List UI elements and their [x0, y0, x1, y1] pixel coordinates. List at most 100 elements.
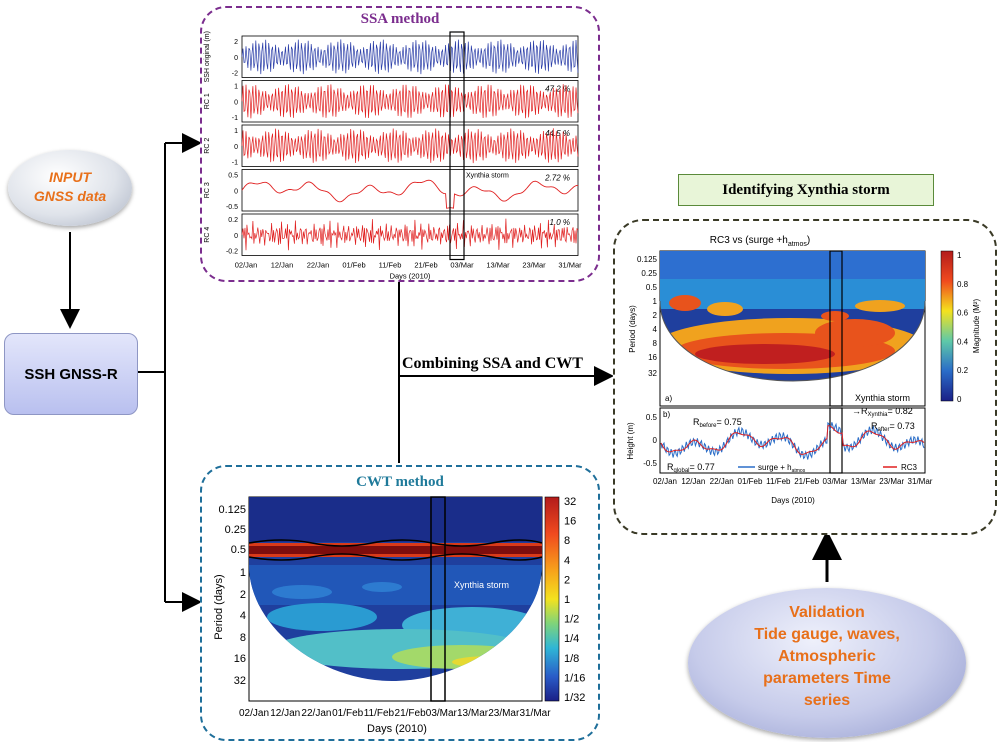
ssa-row-tick: 2	[234, 39, 238, 46]
wtc-storm-label: Xynthia storm	[855, 393, 910, 403]
cwt-ytick: 16	[234, 653, 246, 665]
height-panel-b: b)	[663, 410, 670, 419]
ssa-xtick: 03/Mar	[450, 261, 474, 270]
ssa-xtick: 21/Feb	[414, 261, 437, 270]
legend-rc3: RC3	[901, 463, 918, 472]
cwt-colorbar-tick: 4	[564, 555, 570, 567]
ssa-row-frame	[241, 124, 579, 167]
cwt-colorbar-tick: 1/32	[564, 692, 585, 704]
cwt-colorbar-tick: 1/8	[564, 653, 579, 665]
input-line1: INPUT	[49, 169, 91, 185]
ssa-row-pct: 47.2 %	[545, 85, 570, 94]
height-ytick: 0.5	[646, 413, 658, 422]
ssa-row-ylabel: RC 4	[204, 227, 211, 243]
ssa-title: SSA method	[360, 11, 440, 27]
ssh-gnssr-label: SSH GNSS-R	[24, 365, 118, 383]
r-xynthia: →RXynthia= 0.82	[852, 406, 913, 418]
cwt-xtick: 12/Jan	[270, 708, 300, 719]
r-global: Rglobal= 0.77	[667, 462, 715, 474]
ssh-gnssr-node: SSH GNSS-R	[4, 333, 138, 415]
cwt-xtick: 11/Feb	[364, 708, 395, 719]
identify-chart: RC3 vs (surge +hatmos) a) Xynthia storm …	[626, 235, 981, 505]
cwt-ylabel: Period (days)	[213, 574, 225, 639]
wtc-colorbar-tick: 0.8	[957, 280, 969, 289]
input-gnss-node: INPUT GNSS data	[8, 150, 132, 226]
ssa-row-tick: 1	[234, 84, 238, 91]
cwt-colorbar-tick: 2	[564, 574, 570, 586]
identify-xtick: 12/Jan	[681, 477, 705, 486]
ssa-row-tick: 0.2	[228, 217, 238, 224]
ssa-xtick: 22/Jan	[307, 261, 330, 270]
identify-header: Identifying Xynthia storm	[678, 174, 934, 206]
cwt-title: CWT method	[356, 474, 444, 490]
ssa-row-tick: 0	[234, 144, 238, 151]
ssa-row-pct: 44.5 %	[545, 129, 570, 138]
cwt-colorbar-tick: 1	[564, 594, 570, 606]
cwt-colorbar	[544, 496, 560, 702]
r-after: Rafter= 0.73	[871, 421, 915, 433]
cwt-xtick: 21/Feb	[395, 708, 427, 719]
height-series-rc3	[660, 425, 925, 455]
cwt-ytick: 0.5	[231, 544, 246, 556]
cwt-xlabel: Days (2010)	[367, 723, 427, 735]
ssa-row-tick: -0.2	[226, 249, 238, 256]
ssa-xtick: 11/Feb	[379, 261, 402, 270]
height-series-surge	[660, 421, 925, 460]
cwt-ytick: 2	[240, 589, 246, 601]
ssa-row-tick: 1	[234, 128, 238, 135]
wtc-colorbar-tick: 0.4	[957, 337, 969, 346]
legend-surge: surge + hatmos	[758, 463, 806, 474]
cwt-panel: CWT method	[200, 465, 600, 741]
cwt-xtick: 01/Feb	[332, 708, 364, 719]
cwt-storm-label: Xynthia storm	[454, 580, 509, 590]
cwt-xtick: 22/Jan	[301, 708, 331, 719]
ssa-xtick: 02/Jan	[235, 261, 258, 270]
cwt-xtick: 13/Mar	[457, 708, 489, 719]
ssa-row-tick: 0.5	[228, 173, 238, 180]
identify-xtick: 02/Jan	[653, 477, 677, 486]
cwt-xtick: 02/Jan	[239, 708, 269, 719]
identify-xtick: 21/Feb	[794, 477, 819, 486]
identify-xtick: 31/Mar	[908, 477, 933, 486]
height-ytick: -0.5	[643, 459, 657, 468]
ssa-row-signal	[241, 84, 579, 119]
height-ytick: 0	[653, 436, 658, 445]
identify-xtick: 13/Mar	[851, 477, 876, 486]
wtc-ylabel: Period (days)	[628, 305, 637, 353]
identify-xtick: 23/Mar	[879, 477, 904, 486]
ssa-panel: SSA method SSH original (m) 2 0 -2 RC 1 1 0 -1 4…	[200, 6, 600, 282]
ssa-row-tick: -1	[232, 115, 238, 122]
ssa-row-ylabel: RC 3	[204, 182, 211, 198]
ssa-row-signal	[241, 179, 579, 209]
ssa-row-tick: -2	[232, 71, 238, 78]
wtc-ytick: 0.125	[637, 255, 658, 264]
ssa-row-frame	[241, 169, 579, 212]
ssa-xtick: 13/Mar	[486, 261, 510, 270]
ssa-xtick: 23/Mar	[522, 261, 546, 270]
wtc-colorbar	[940, 250, 954, 402]
ssa-row-signal	[241, 218, 579, 251]
cwt-ytick: 1	[240, 567, 246, 579]
identify-xtick: 22/Jan	[710, 477, 734, 486]
ssa-row-signal	[241, 39, 579, 75]
ssa-row-tick: 0	[234, 99, 238, 106]
ssa-row-tick: -1	[232, 160, 238, 167]
cwt-xtick: 03/Mar	[426, 708, 458, 719]
r-before: Rbefore= 0.75	[693, 417, 742, 429]
wtc-colorbar-label: Magnitude (M²)	[972, 299, 981, 354]
wtc-ytick: 8	[653, 339, 658, 348]
ssa-storm-label: Xynthia storm	[466, 173, 509, 180]
wtc-colorbar-tick: 0	[957, 395, 962, 404]
wtc-ytick: 4	[653, 325, 658, 334]
ssa-row-pct: 2.72 %	[544, 174, 570, 183]
cwt-xtick: 31/Mar	[519, 708, 551, 719]
ssa-row-ylabel: RC 2	[204, 138, 211, 154]
wtc-panel-a: a)	[665, 394, 672, 403]
validation-line2: Tide gauge, waves,	[754, 626, 900, 643]
wtc-ytick: 1	[653, 297, 658, 306]
cwt-colorbar-tick: 1/4	[564, 633, 579, 645]
height-ylabel: Height (m)	[626, 422, 635, 460]
wtc-colorbar-tick: 1	[957, 251, 962, 260]
cwt-chart: Xynthia storm 0.125 0.25 0.5 1 2 4 8 16 32 02/Ja…	[213, 496, 585, 735]
identify-xtick: 03/Mar	[823, 477, 848, 486]
